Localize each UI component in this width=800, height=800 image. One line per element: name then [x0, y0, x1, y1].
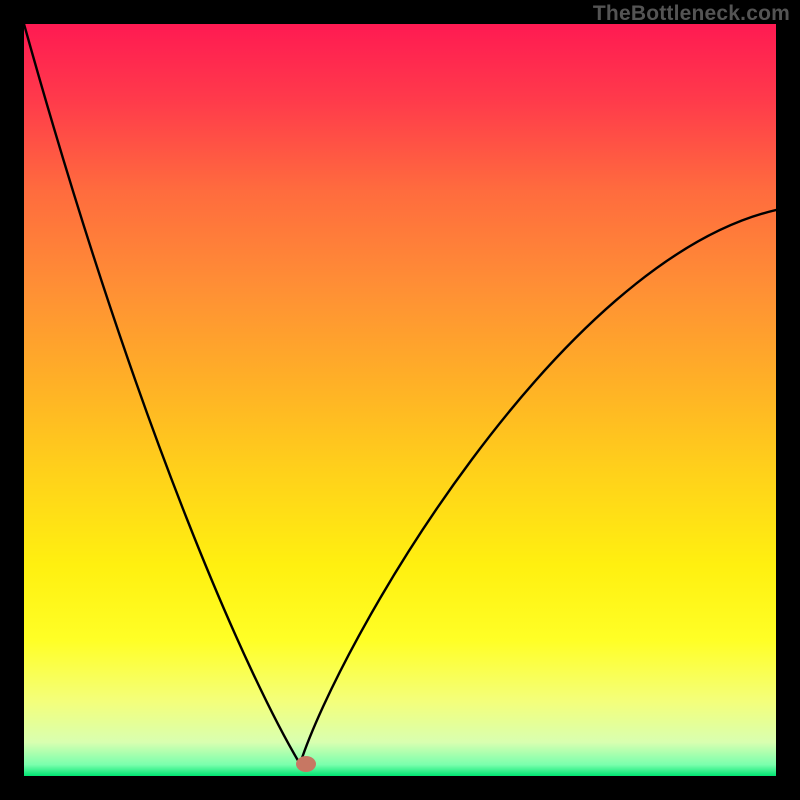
plot-area: [24, 24, 776, 776]
bottleneck-curve: [24, 24, 776, 764]
chart-canvas: TheBottleneck.com: [0, 0, 800, 800]
watermark-text: TheBottleneck.com: [593, 2, 790, 26]
curve-layer: [24, 24, 776, 776]
optimum-marker: [296, 756, 316, 772]
